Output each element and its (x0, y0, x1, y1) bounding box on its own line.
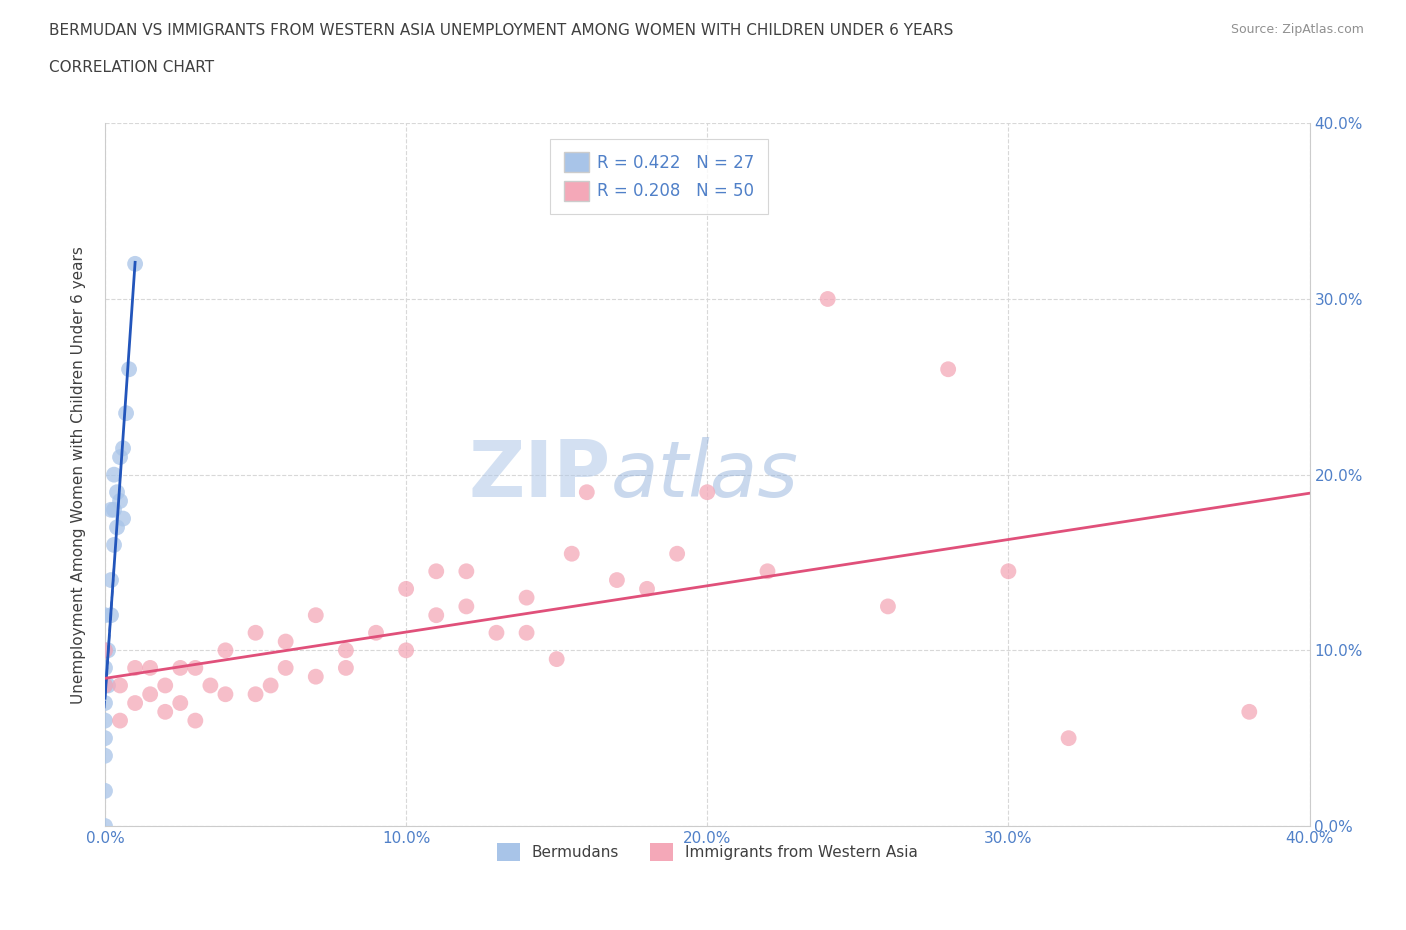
Point (94, 678, 117, 693)
Point (105, 485, 128, 499)
Point (666, 546, 689, 561)
Point (425, 608, 447, 623)
Point (97, 678, 120, 693)
Point (94, 696, 117, 711)
Legend: Bermudans, Immigrants from Western Asia: Bermudans, Immigrants from Western Asia (491, 837, 924, 868)
Point (184, 713, 207, 728)
Text: BERMUDAN VS IMMIGRANTS FROM WESTERN ASIA UNEMPLOYMENT AMONG WOMEN WITH CHILDREN : BERMUDAN VS IMMIGRANTS FROM WESTERN ASIA… (49, 23, 953, 38)
Point (105, 520, 128, 535)
Point (94, 731, 117, 746)
Point (877, 599, 900, 614)
Point (103, 538, 125, 552)
Point (97, 643, 120, 658)
Point (169, 696, 191, 711)
Point (997, 564, 1019, 578)
Point (335, 660, 357, 675)
Point (94, 678, 117, 693)
Point (1057, 731, 1080, 746)
Point (118, 362, 141, 377)
Point (259, 678, 281, 693)
Point (636, 581, 658, 596)
Point (139, 660, 162, 675)
Text: ZIP: ZIP (468, 437, 610, 512)
Point (516, 625, 538, 640)
Point (305, 608, 328, 623)
Point (335, 643, 357, 658)
Point (696, 485, 718, 499)
Point (561, 546, 583, 561)
Point (456, 599, 478, 614)
Point (139, 687, 162, 702)
Point (94, 818, 117, 833)
Point (115, 405, 138, 420)
Point (485, 625, 508, 640)
Point (817, 291, 839, 306)
Point (124, 696, 146, 711)
Point (108, 449, 131, 464)
Point (200, 678, 222, 693)
Point (456, 564, 478, 578)
Point (274, 634, 297, 649)
Point (425, 564, 447, 578)
Point (124, 257, 146, 272)
Point (214, 687, 236, 702)
Point (94, 608, 117, 623)
Point (395, 643, 418, 658)
Point (1239, 704, 1261, 719)
Point (575, 485, 598, 499)
Point (94, 783, 117, 798)
Y-axis label: Unemployment Among Women with Children Under 6 years: Unemployment Among Women with Children U… (72, 246, 86, 704)
Point (155, 678, 177, 693)
Point (305, 670, 328, 684)
Point (94, 660, 117, 675)
Point (100, 502, 122, 517)
Point (516, 591, 538, 605)
Point (155, 704, 177, 719)
Point (936, 362, 959, 377)
Point (94, 643, 117, 658)
Point (124, 660, 146, 675)
Point (100, 608, 122, 623)
Point (395, 581, 418, 596)
Point (274, 660, 297, 675)
Point (112, 441, 135, 456)
Text: Source: ZipAtlas.com: Source: ZipAtlas.com (1230, 23, 1364, 36)
Point (169, 660, 191, 675)
Point (108, 678, 131, 693)
Text: atlas: atlas (610, 437, 799, 512)
Point (103, 502, 125, 517)
Point (364, 625, 387, 640)
Point (546, 652, 568, 667)
Point (94, 749, 117, 764)
Point (214, 643, 236, 658)
Point (108, 713, 131, 728)
Point (94, 643, 117, 658)
Point (100, 573, 122, 588)
Point (108, 494, 131, 509)
Text: CORRELATION CHART: CORRELATION CHART (49, 60, 214, 75)
Point (245, 687, 267, 702)
Point (756, 564, 779, 578)
Point (184, 660, 207, 675)
Point (94, 713, 117, 728)
Point (112, 512, 135, 526)
Point (606, 573, 628, 588)
Point (245, 625, 267, 640)
Point (103, 467, 125, 482)
